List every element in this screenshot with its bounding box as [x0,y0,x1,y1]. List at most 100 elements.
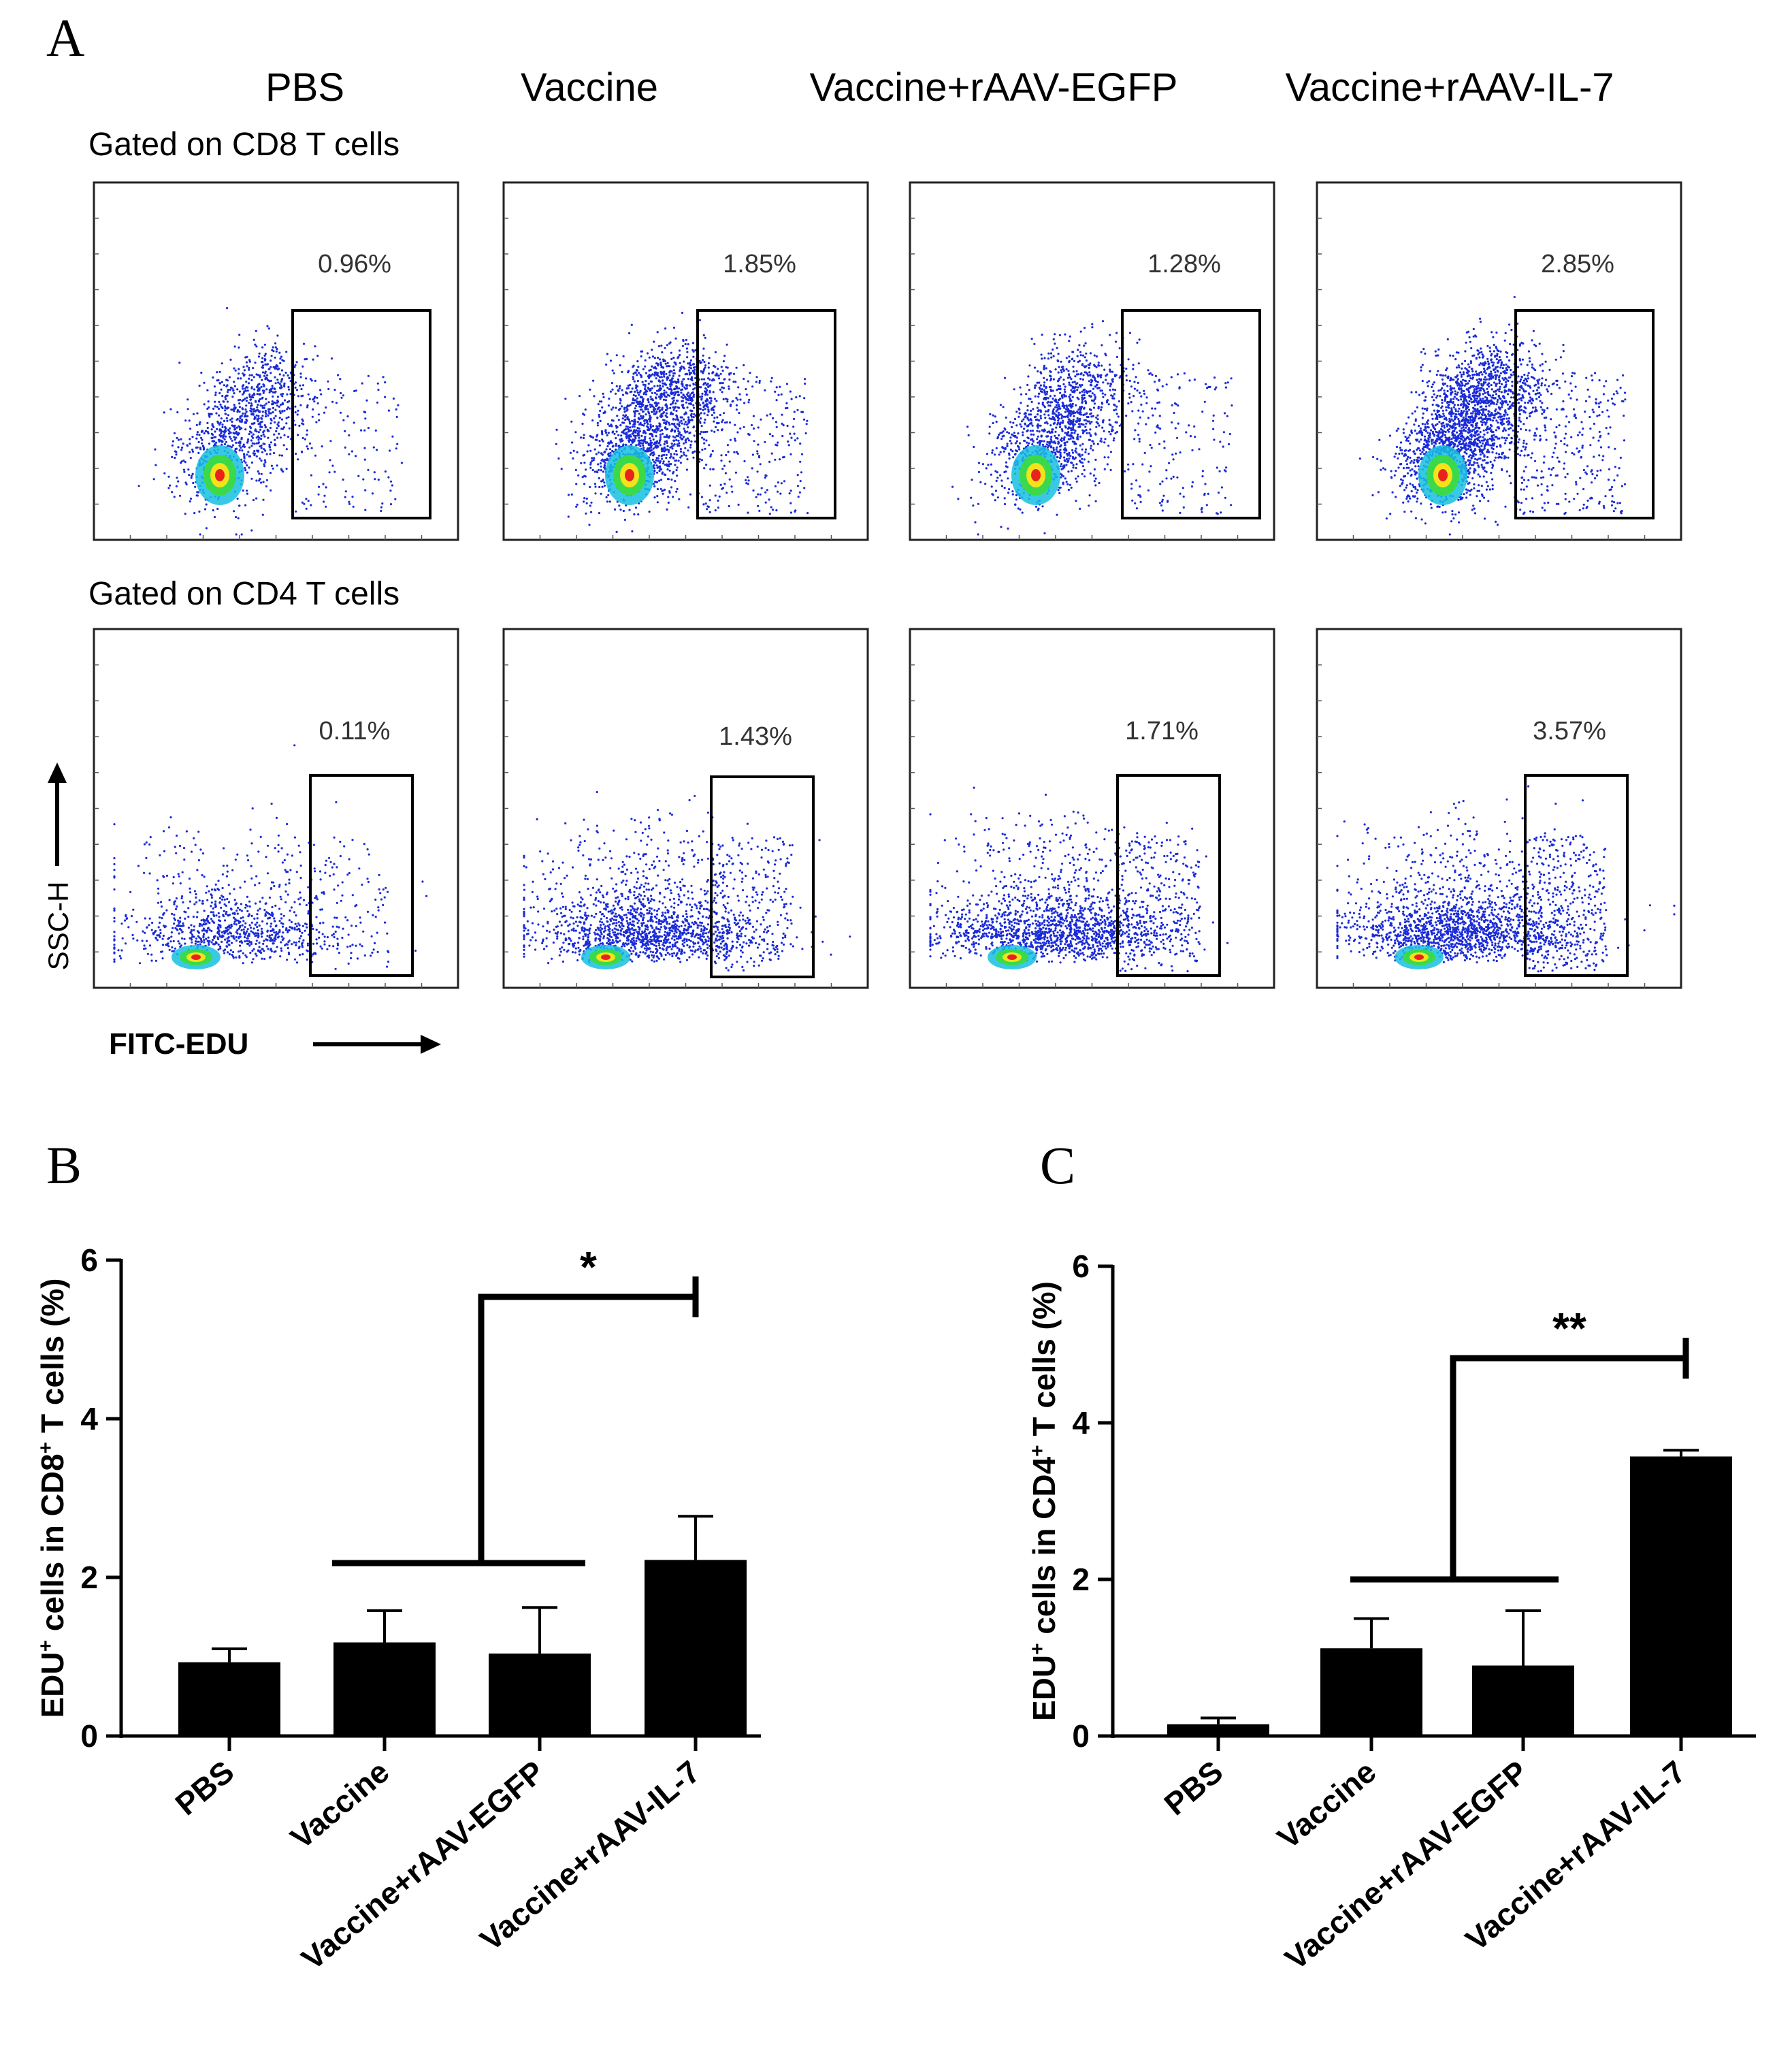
flow-event-dot [1011,450,1014,453]
flow-event-dot [798,491,801,494]
flow-event-dot [377,479,380,481]
flow-event-dot [775,425,778,429]
flow-event-dot [703,421,706,424]
flow-event-dot [1127,463,1130,466]
flow-event-dot [1173,402,1177,405]
flow-event-dot [1074,411,1077,414]
flow-event-dot [1076,396,1079,399]
flow-event-dot [1165,477,1168,480]
flow-event-dot [277,381,280,384]
flow-event-dot [186,398,189,401]
flow-event-dot [335,402,338,404]
flow-event-dot [668,492,671,494]
flow-event-dot [1072,366,1075,368]
flow-event-dot [1223,412,1226,415]
flow-event-dot [687,506,690,509]
flow-event-dot [212,509,214,512]
flow-event-dot [1138,438,1141,440]
flow-event-dot [277,425,280,428]
flow-event-dot [739,398,742,401]
flow-event-dot [297,395,299,398]
flow-event-dot [747,432,750,436]
flow-event-dot [1094,396,1097,398]
flow-event-dot [586,450,589,453]
flow-event-dot [662,460,665,463]
flow-event-dot [757,455,761,457]
flow-event-dot [1125,379,1128,382]
flow-event-dot [154,464,157,466]
flow-event-dot [191,472,194,475]
flow-event-dot [677,406,679,409]
flow-event-dot [310,379,313,382]
flow-event-dot [659,361,662,364]
flow-event-dot [714,366,717,368]
flow-event-dot [699,421,702,424]
flow-event-dot [1075,383,1077,385]
flow-event-dot [1066,408,1070,411]
flow-event-dot [719,413,721,417]
flow-event-dot [223,419,226,423]
flow-event-dot [357,475,360,477]
flow-event-dot [674,391,677,393]
flow-event-dot [789,390,792,393]
flow-event-dot [647,383,650,385]
flow-event-dot [631,419,634,422]
flow-event-dot [1094,500,1097,502]
flow-event-dot [683,428,685,430]
flow-event-dot [1081,443,1084,445]
flow-event-dot [611,449,614,453]
flow-event-dot [665,428,668,431]
flow-event-dot [721,429,723,432]
flow-event-dot [660,396,663,398]
flow-event-dot [713,420,715,423]
flow-event-dot [250,402,252,405]
flow-event-dot [1076,438,1079,440]
flow-event-dot [1486,485,1489,487]
flow-event-dot [656,372,659,374]
flow-event-dot [1125,374,1128,377]
flow-event-dot [175,451,178,453]
flow-event-dot [327,380,329,383]
flow-event-dot [631,402,634,404]
flow-event-dot [1216,466,1218,469]
flow-event-dot [806,419,809,422]
flow-event-dot [673,388,676,391]
flow-event-dot [702,347,705,350]
flow-event-dot [228,430,231,433]
flow-event-dot [764,501,767,504]
flow-event-dot [636,374,638,376]
flow-event-dot [1431,396,1434,399]
flow-event-dot [683,367,686,370]
flow-event-dot [651,387,653,389]
flow-event-dot [689,402,693,406]
flow-event-dot [714,509,717,512]
flow-event-dot [207,400,210,403]
flow-event-dot [285,422,288,425]
flow-event-dot [604,429,607,432]
flow-event-dot [666,386,669,389]
flow-event-dot [374,478,376,481]
flow-event-dot [250,387,253,390]
flow-event-dot [1047,435,1049,438]
flow-event-dot [691,410,694,413]
flow-event-dot [643,387,647,391]
flow-event-dot [267,436,270,439]
flow-event-dot [1073,359,1076,362]
flow-event-dot [1062,465,1064,468]
flow-event-dot [623,415,627,418]
flow-event-dot [241,449,244,452]
flow-event-dot [288,427,291,430]
flow-event-dot [237,517,240,519]
flow-event-dot [244,356,247,359]
flow-event-dot [717,374,720,377]
flow-event-dot [1037,426,1039,429]
flow-event-dot [686,351,689,353]
flow-event-dot [634,410,637,413]
flow-event-dot [272,467,274,470]
flow-event-dot [1096,387,1099,389]
flow-event-dot [1088,380,1090,383]
flow-event-dot [1089,422,1092,425]
flow-event-dot [656,385,659,387]
flow-event-dot [637,513,640,516]
flow-event-dot [1213,438,1216,441]
